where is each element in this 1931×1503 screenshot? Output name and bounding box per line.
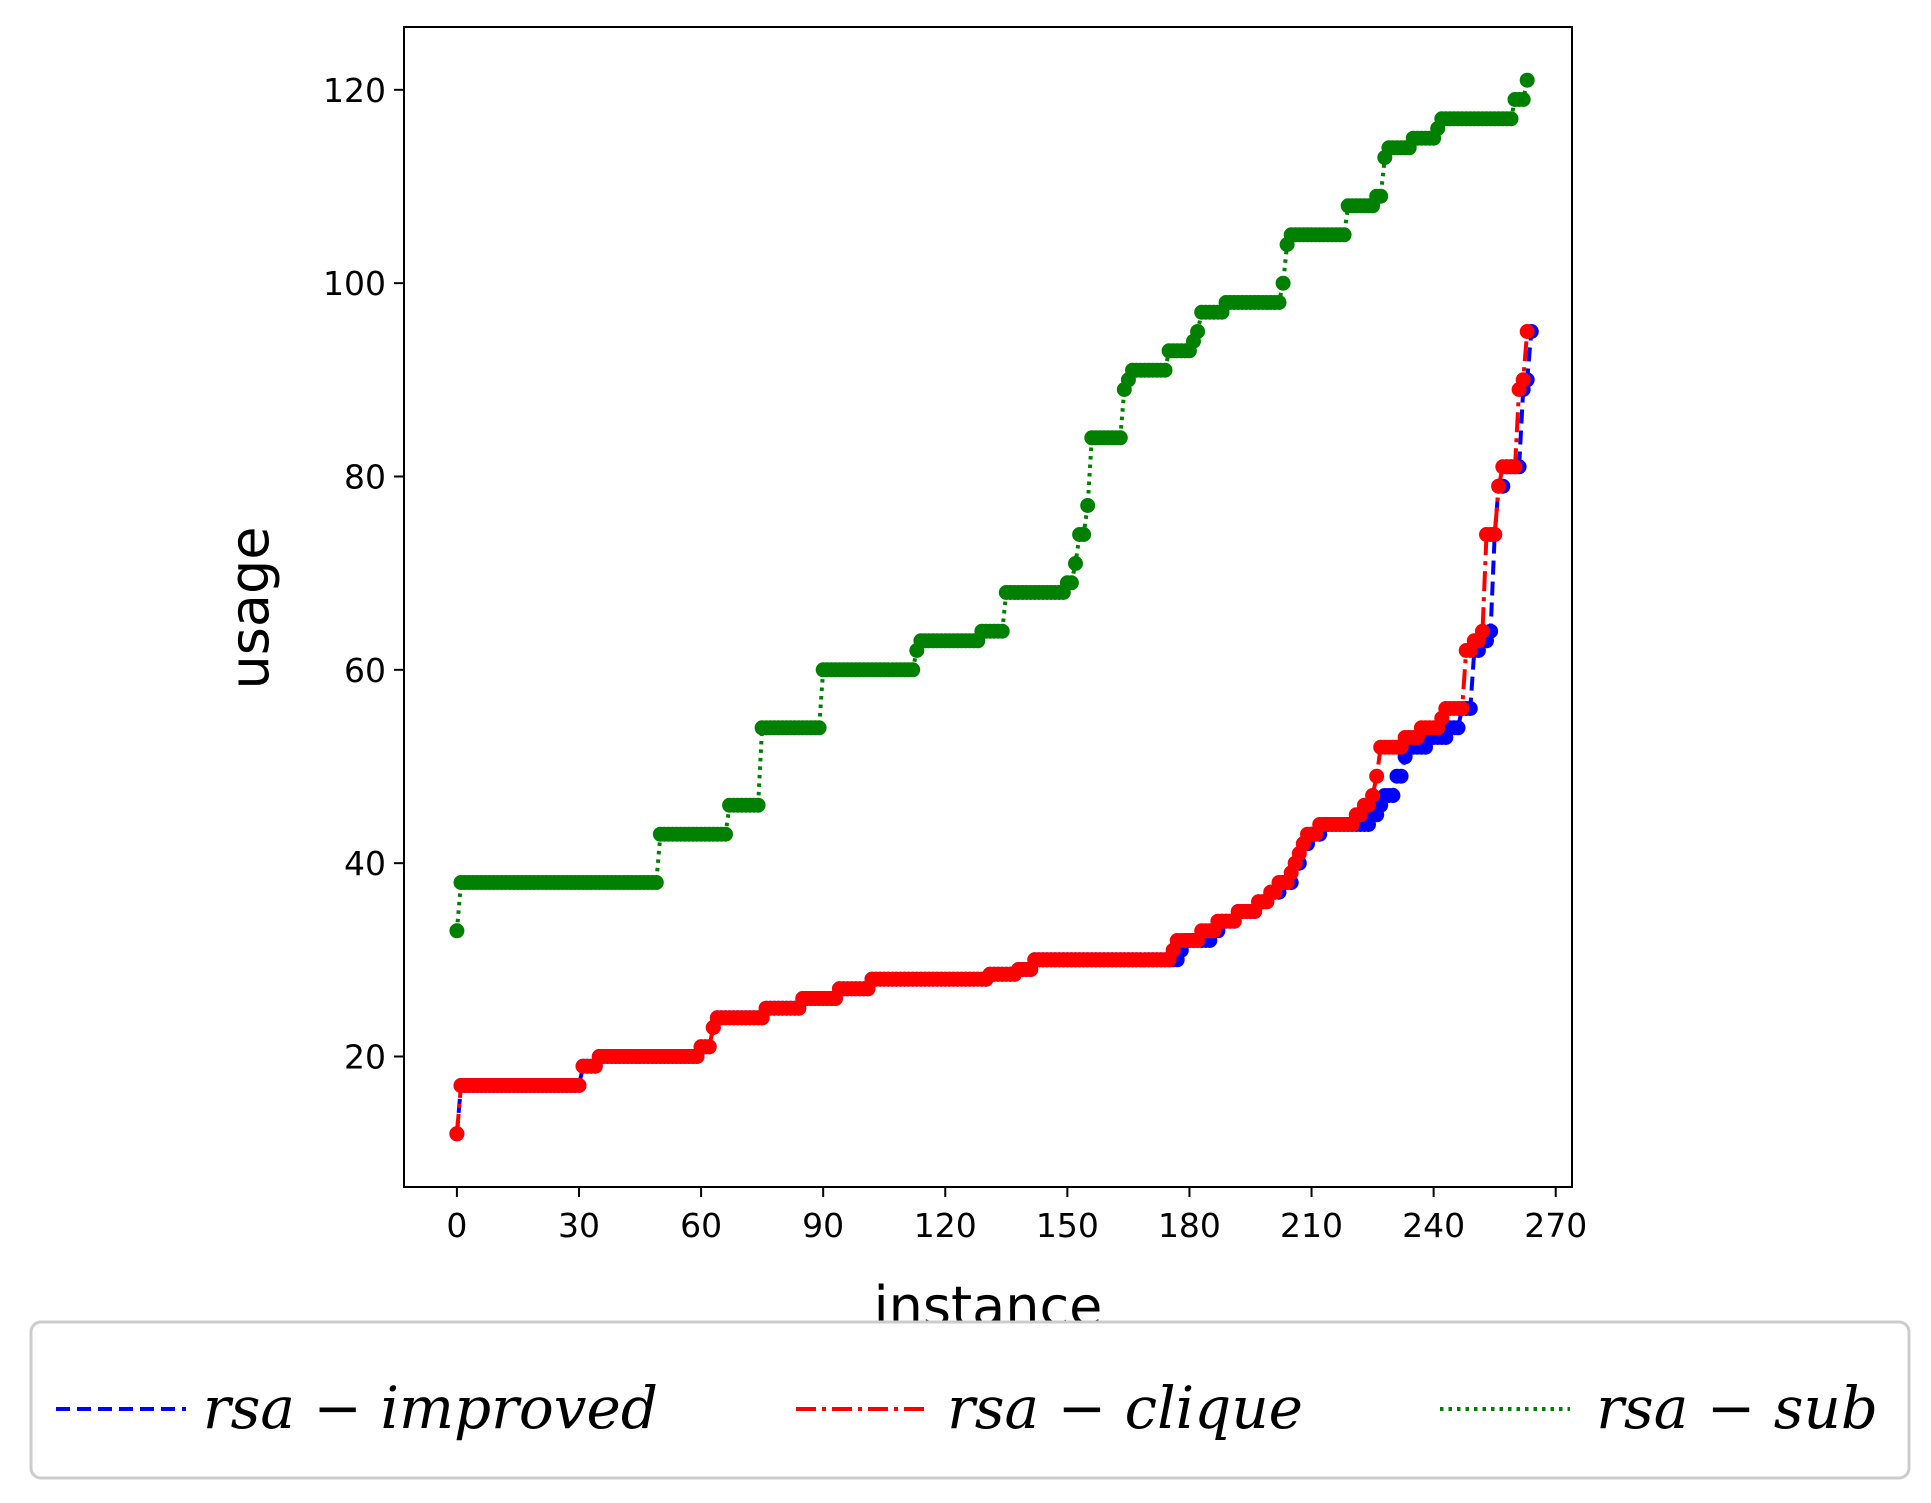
x-tick-label: 30	[558, 1206, 600, 1245]
data-point	[1271, 295, 1287, 310]
data-point	[1503, 111, 1519, 127]
series-layer	[449, 72, 1539, 1142]
data-point	[1519, 72, 1535, 88]
legend-label: rsa − sub	[1596, 1374, 1878, 1442]
x-tick-label: 180	[1158, 1206, 1221, 1245]
data-point	[811, 720, 827, 736]
data-point	[1475, 623, 1490, 639]
legend-label: rsa − improved	[203, 1374, 658, 1442]
y-tick-label: 80	[344, 458, 386, 497]
data-point	[571, 1078, 587, 1093]
data-point	[750, 797, 766, 813]
data-point	[1373, 188, 1389, 204]
data-point	[994, 623, 1010, 639]
y-axis-ticks: 20 40 60 80 100 120	[323, 71, 404, 1077]
legend-label: rsa − clique	[947, 1374, 1303, 1442]
data-point	[1491, 478, 1507, 494]
data-point	[449, 923, 465, 939]
data-point	[1519, 324, 1535, 339]
legend: rsa − improved rsa − clique rsa − sub	[29, 1320, 1911, 1480]
data-point	[1393, 768, 1409, 784]
data-point	[1365, 788, 1381, 803]
series-2	[449, 72, 1535, 939]
x-tick-label: 150	[1036, 1206, 1099, 1245]
data-point	[1068, 556, 1083, 571]
series-line	[454, 331, 1530, 1134]
plot-area	[403, 26, 1573, 1188]
series-line	[454, 331, 1534, 1134]
series-1	[449, 324, 1535, 1142]
x-tick-label: 0	[446, 1206, 467, 1245]
y-tick-label: 100	[323, 264, 386, 303]
data-point	[1112, 430, 1128, 446]
data-point	[1450, 720, 1466, 736]
data-point	[905, 662, 921, 678]
y-tick-label: 120	[323, 71, 386, 110]
data-point	[718, 826, 733, 842]
data-point	[1515, 372, 1531, 388]
data-point	[1157, 362, 1173, 378]
data-point	[1515, 92, 1531, 107]
data-point	[1063, 575, 1079, 591]
data-point	[1190, 324, 1206, 339]
data-point	[1076, 527, 1092, 542]
data-point	[701, 1039, 717, 1055]
data-point	[648, 875, 664, 890]
y-tick-label: 20	[344, 1038, 386, 1077]
axes-frame	[403, 26, 1573, 1188]
data-point	[449, 1126, 465, 1142]
y-tick-label: 60	[344, 651, 386, 690]
x-tick-label: 120	[914, 1206, 977, 1245]
data-point	[1385, 788, 1401, 803]
x-tick-label: 210	[1280, 1206, 1343, 1245]
data-point	[1369, 768, 1385, 784]
data-point	[1487, 527, 1503, 542]
series-0	[449, 324, 1539, 1142]
data-point	[1275, 275, 1291, 291]
data-point	[1080, 498, 1096, 513]
y-tick-label: 40	[344, 844, 386, 883]
x-tick-label: 90	[802, 1206, 844, 1245]
data-point	[1507, 459, 1523, 475]
data-point	[1336, 227, 1352, 243]
x-axis-ticks: 0 30 60 90 120 150 180 210 240 270	[446, 1187, 1587, 1245]
y-axis-label: usage	[218, 527, 281, 690]
x-tick-label: 240	[1402, 1206, 1465, 1245]
data-point	[1454, 701, 1470, 716]
x-tick-label: 60	[680, 1206, 722, 1245]
x-tick-label: 270	[1524, 1206, 1587, 1245]
legend-frame	[29, 1320, 1911, 1480]
